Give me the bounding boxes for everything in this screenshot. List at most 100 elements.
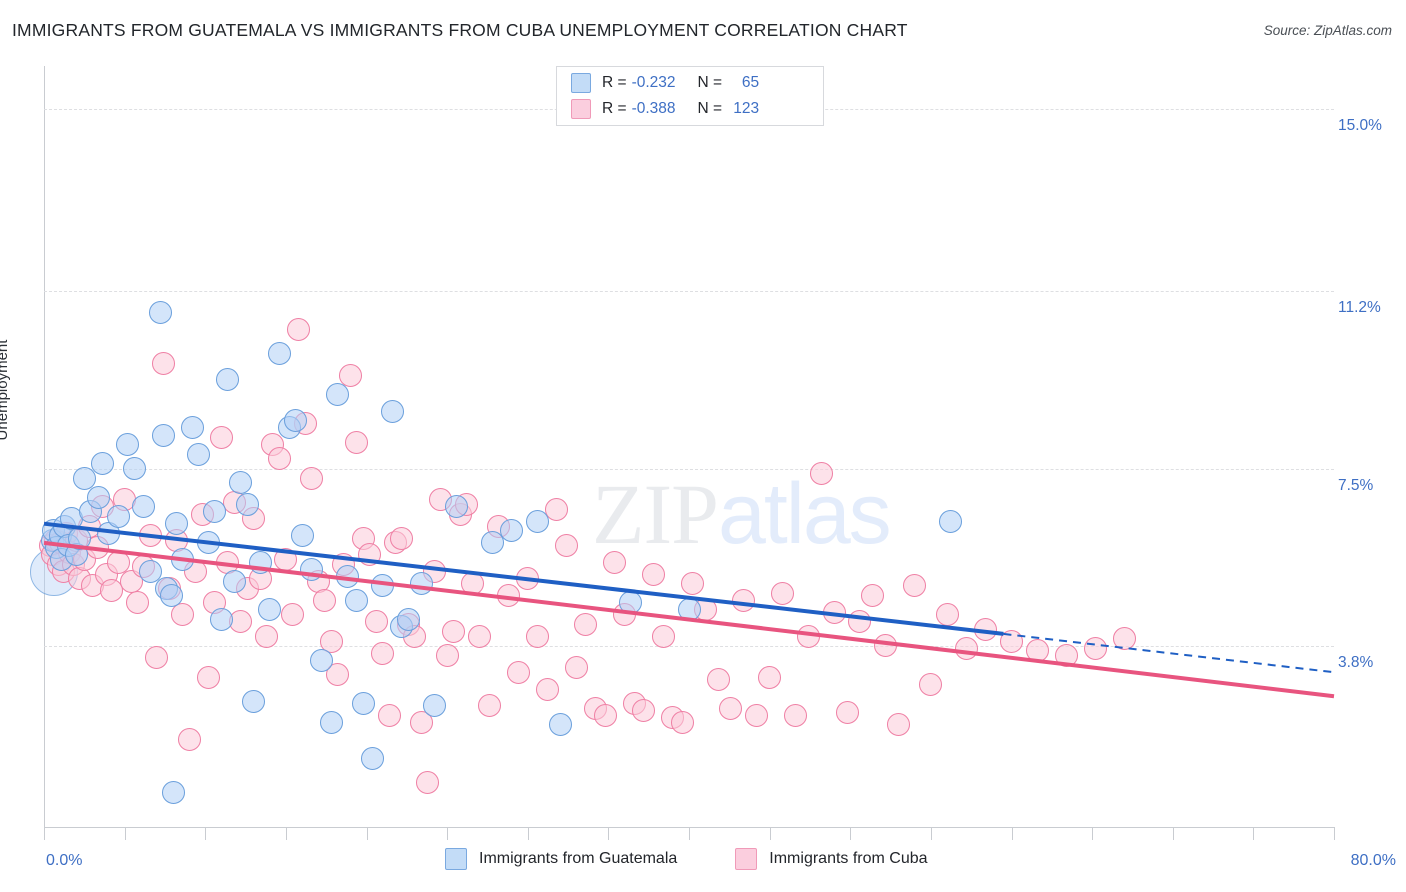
scatter-point <box>116 433 140 457</box>
scatter-point <box>145 646 169 670</box>
scatter-point <box>290 524 314 548</box>
scatter-point <box>380 399 404 423</box>
legend-swatch-guatemala <box>571 73 591 93</box>
scatter-point <box>445 495 469 519</box>
scatter-point <box>235 493 259 516</box>
scatter-point <box>919 672 943 696</box>
scatter-point <box>758 665 782 689</box>
scatter-point <box>1054 643 1078 667</box>
y-axis-line <box>44 66 45 828</box>
r-label-cuba: R = <box>602 100 627 117</box>
gridline <box>44 468 1334 470</box>
scatter-point <box>151 423 175 447</box>
scatter-point <box>500 519 524 543</box>
scatter-point <box>138 560 162 584</box>
x-axis-tick <box>1092 827 1094 840</box>
gridline <box>44 291 1334 293</box>
y-axis-tick-label: 15.0% <box>1338 117 1382 135</box>
scatter-point <box>126 591 150 615</box>
scatter-point <box>351 691 375 715</box>
scatter-point <box>745 703 769 727</box>
series-legend-item-guatemala[interactable]: Immigrants from Guatemala <box>445 848 677 870</box>
scatter-point <box>258 598 282 622</box>
trend-lines <box>43 521 1335 699</box>
scatter-point <box>161 780 185 804</box>
x-axis-tick <box>850 827 852 840</box>
scatter-point <box>159 584 183 608</box>
r-value-guatemala: -0.232 <box>631 74 676 91</box>
scatter-point <box>209 608 233 632</box>
correlation-legend: R = -0.232 N = 65 R = -0.388 N = 123 <box>556 66 824 126</box>
scatter-point <box>390 526 414 550</box>
scatter-point <box>1000 629 1023 653</box>
scatter-point <box>345 588 369 612</box>
x-axis-tick <box>689 827 690 840</box>
scatter-point <box>771 581 795 605</box>
scatter-point <box>216 368 240 392</box>
r-label-guatemala: R = <box>602 74 627 91</box>
x-axis-tick <box>608 827 610 840</box>
scatter-point <box>151 351 175 375</box>
scatter-point <box>467 624 491 648</box>
scatter-point <box>203 500 227 524</box>
scatter-point <box>100 579 124 603</box>
scatter-point <box>442 620 466 643</box>
plot-area: ZIPatlas <box>29 66 1335 826</box>
scatter-point <box>280 603 304 627</box>
x-axis-tick <box>285 827 287 840</box>
legend-row-cuba: R = -0.388 N = 123 <box>571 96 809 122</box>
scatter-point <box>706 667 730 691</box>
scatter-point <box>554 533 578 557</box>
scatter-point <box>371 641 395 665</box>
scatter-point <box>422 694 446 718</box>
scatter-point <box>338 363 362 387</box>
scatter-point <box>535 677 559 701</box>
scatter-point <box>680 572 704 596</box>
x-axis-tick <box>1253 827 1255 840</box>
scatter-point <box>164 512 188 536</box>
n-value-cuba: 123 <box>733 100 760 117</box>
gridline <box>44 645 1334 647</box>
trend-line-cuba <box>43 540 1335 699</box>
x-axis-tick <box>930 827 932 840</box>
scatter-point <box>416 770 440 794</box>
scatter-point <box>284 409 308 433</box>
page-title: IMMIGRANTS FROM GUATEMALA VS IMMIGRANTS … <box>12 20 908 40</box>
scatter-point <box>861 584 885 608</box>
x-axis-tick <box>1172 827 1174 840</box>
x-axis-tick <box>1334 827 1335 840</box>
scatter-point <box>364 610 388 634</box>
scatter-point <box>719 696 743 720</box>
scatter-point <box>887 713 911 737</box>
series-legend: Immigrants from Guatemala Immigrants fro… <box>445 848 928 870</box>
scatter-point <box>835 701 859 725</box>
scatter-point <box>222 569 246 593</box>
y-axis-title: Unemployment <box>0 339 11 441</box>
scatter-point <box>90 452 114 476</box>
n-label-cuba: N = <box>697 100 723 117</box>
n-label-guatemala: N = <box>697 74 723 91</box>
series-label-guatemala: Immigrants from Guatemala <box>479 850 678 867</box>
scatter-point <box>525 624 549 648</box>
scatter-point <box>148 301 172 325</box>
legend-swatch-cuba <box>571 99 591 119</box>
series-swatch-cuba <box>735 848 758 870</box>
scatter-point <box>651 624 675 648</box>
scatter-point <box>255 624 279 648</box>
scatter-point <box>671 711 695 735</box>
scatter-point <box>525 509 549 533</box>
scatter-point <box>603 550 627 574</box>
scatter-point <box>267 342 291 366</box>
scatter-point <box>409 711 433 735</box>
scatter-point <box>187 442 211 466</box>
n-value-guatemala: 65 <box>741 74 760 91</box>
series-swatch-guatemala <box>445 848 467 870</box>
legend-row-guatemala: R = -0.232 N = 65 <box>571 70 809 96</box>
scatter-point <box>642 562 666 586</box>
scatter-point <box>480 531 504 555</box>
scatter-point <box>361 747 385 770</box>
x-axis-tick <box>527 827 529 840</box>
scatter-point <box>545 497 569 521</box>
series-legend-item-cuba[interactable]: Immigrants from Cuba <box>735 848 928 870</box>
x-axis-tick <box>366 827 368 840</box>
